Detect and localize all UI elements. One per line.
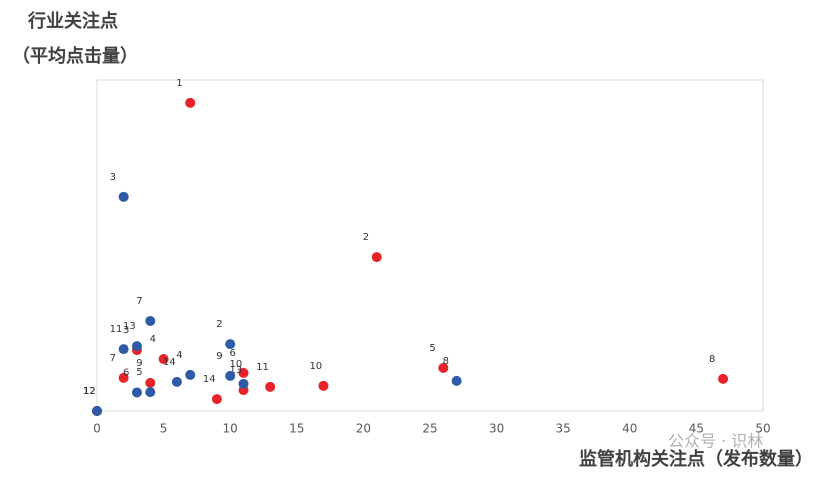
point-label: 1 (176, 78, 182, 89)
x-tick-label: 45 (689, 422, 704, 436)
point (225, 339, 236, 350)
x-tick-label: 20 (356, 422, 371, 436)
x-tick-label: 50 (755, 422, 770, 436)
point-label: 10 (309, 361, 322, 372)
point-label: 4 (176, 350, 182, 361)
point-label: 2 (363, 232, 369, 243)
point (451, 375, 462, 386)
point-label: 5 (429, 343, 435, 354)
point-label: 6 (123, 367, 129, 378)
point-label: 7 (136, 296, 142, 307)
x-tick-label: 5 (160, 422, 168, 436)
point (118, 372, 129, 383)
point-label: 3 (110, 172, 116, 183)
point (145, 387, 156, 398)
point (118, 191, 129, 202)
point (318, 380, 329, 391)
x-tick-label: 40 (622, 422, 637, 436)
point (225, 370, 236, 381)
point-label: 1 (83, 386, 89, 397)
point-label: 14 (203, 374, 216, 385)
point-label: 14 (163, 357, 176, 368)
watermark: 公众号 · 识林 (668, 432, 763, 451)
point (265, 381, 276, 392)
point (238, 378, 249, 389)
point (145, 377, 156, 388)
point-label: 8 (443, 356, 449, 367)
point-label: 3 (123, 325, 129, 336)
point-label: 8 (709, 354, 715, 365)
point-label: 13 (230, 365, 243, 376)
point (131, 341, 142, 352)
point-label: 4 (150, 334, 156, 345)
point-label: 9 (136, 358, 142, 369)
point-label: 5 (136, 367, 142, 378)
x-tick-label: 25 (422, 422, 437, 436)
x-tick-label: 15 (289, 422, 304, 436)
point (371, 252, 382, 263)
point-label: 6 (230, 348, 236, 359)
point-label: 7 (110, 353, 116, 364)
point (92, 406, 102, 416)
point-label: 13 (123, 321, 136, 332)
plot-area (96, 79, 764, 412)
x-tick-label: 10 (223, 422, 238, 436)
point-label: 12 (83, 386, 96, 397)
point (145, 315, 156, 326)
y-axis-label: 行业关注点 (27, 10, 118, 32)
point-label: 2 (216, 319, 222, 330)
point-label: 9 (216, 351, 222, 362)
point (185, 97, 196, 108)
point (158, 354, 169, 365)
point (118, 344, 129, 355)
point (438, 362, 449, 373)
x-tick-label: 35 (556, 422, 571, 436)
x-tick-label: 0 (93, 422, 101, 436)
point (211, 394, 222, 405)
point (718, 373, 729, 384)
x-axis-label: 监管机构关注点（发布数量） (579, 448, 813, 470)
point-label: 10 (230, 359, 243, 370)
point-label: 11 (110, 324, 123, 335)
point (171, 376, 182, 387)
point-label: 11 (256, 362, 269, 373)
point (131, 387, 142, 398)
point-label: 12 (83, 386, 96, 397)
point (185, 369, 196, 380)
point (238, 367, 249, 378)
y-axis-label: （平均点击量） (12, 45, 138, 67)
x-tick-label: 30 (489, 422, 504, 436)
